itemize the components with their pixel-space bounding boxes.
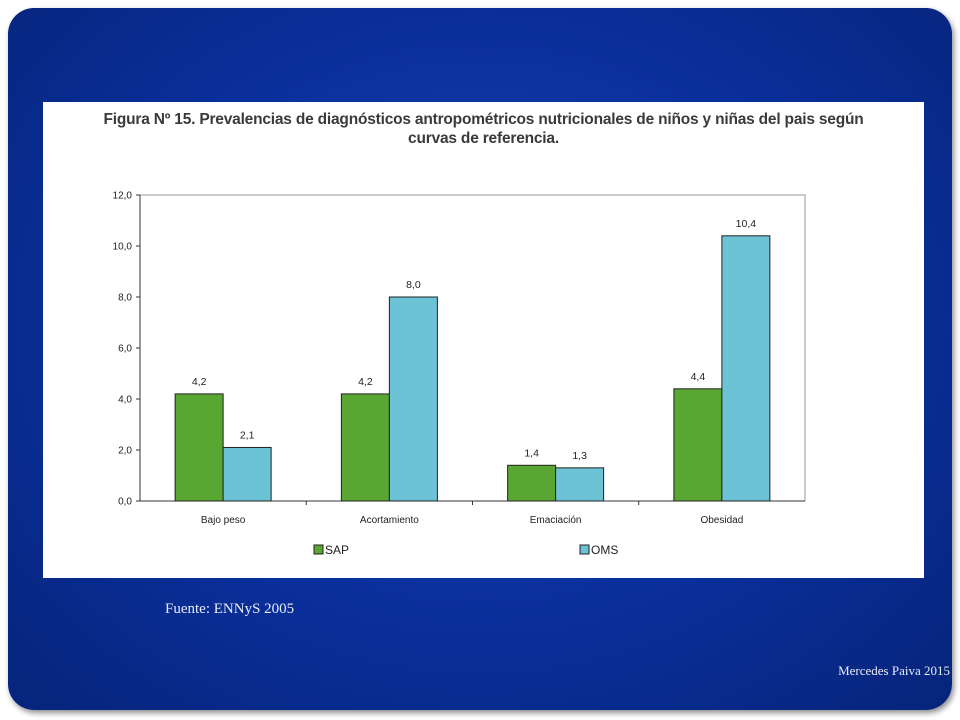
bar-oms <box>222 446 272 502</box>
data-label: 8,0 <box>406 279 421 291</box>
legend-swatch-sap <box>313 544 324 555</box>
y-tick-label: 6,0 <box>118 344 132 355</box>
y-tick-label: 4,0 <box>118 395 132 406</box>
bar-sap <box>340 393 390 502</box>
author-credit: Mercedes Paiva 2015 <box>838 663 950 678</box>
x-tick-label: Emaciación <box>530 515 582 526</box>
data-label: 4,4 <box>691 371 706 383</box>
data-label: 1,4 <box>524 447 539 459</box>
data-label: 4,2 <box>358 376 373 388</box>
legend-swatch-oms <box>579 544 590 555</box>
legend-label-oms: OMS <box>591 543 618 557</box>
bar-chart: 0,0 2,0 4,0 6,0 8,0 10,0 12,0 Bajo peso 4,2 2,1 Ac… <box>113 191 806 557</box>
chart-title: Figura Nº 15. Prevalencias de diagnóstic… <box>43 110 924 148</box>
data-label: 4,2 <box>192 376 207 388</box>
bar-sap <box>673 388 723 502</box>
chart-title-line-1: Figura Nº 15. Prevalencias de diagnóstic… <box>103 111 864 128</box>
source-caption: Fuente: ENNyS 2005 <box>165 601 295 617</box>
data-label: 1,3 <box>572 450 587 462</box>
x-tick-label: Obesidad <box>700 515 743 526</box>
chart-panel: Figura Nº 15. Prevalencias de diagnóstic… <box>43 102 924 578</box>
bar-oms <box>721 235 771 502</box>
data-label: 10,4 <box>736 218 757 230</box>
x-tick-label: Bajo peso <box>201 515 246 526</box>
bar-oms <box>555 467 605 502</box>
y-tick-label: 12,0 <box>113 191 133 202</box>
y-tick-label: 2,0 <box>118 446 132 457</box>
y-tick-label: 10,0 <box>113 242 133 253</box>
bar-oms <box>388 296 438 502</box>
data-label: 2,1 <box>240 429 255 441</box>
legend-label-sap: SAP <box>325 543 349 557</box>
bar-sap <box>174 393 224 502</box>
y-tick-label: 8,0 <box>118 293 132 304</box>
y-tick-label: 0,0 <box>118 497 132 508</box>
bar-sap <box>507 464 557 502</box>
x-tick-label: Acortamiento <box>360 515 419 526</box>
chart-title-line-2: curvas de referencia. <box>408 130 559 147</box>
